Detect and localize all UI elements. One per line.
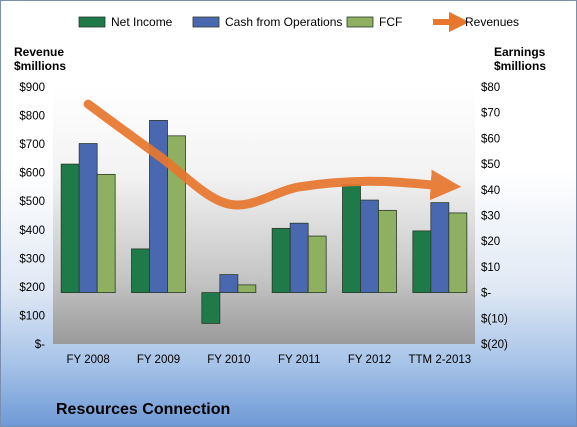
- left-tick-label: $500: [19, 196, 45, 208]
- bar-net-income: [131, 248, 150, 294]
- right-tick-label: $40: [481, 185, 500, 197]
- legend-label-fcf: FCF: [379, 15, 402, 29]
- right-tick-label: $70: [481, 108, 500, 120]
- left-tick-label: $400: [19, 225, 45, 237]
- chart-title: Resources Connection: [56, 401, 230, 418]
- legend-swatch-cash-from-operations: [192, 16, 220, 28]
- right-tick-label: $(20): [481, 339, 508, 351]
- bar-fcf: [307, 235, 327, 293]
- right-axis-title-line2: $millions: [494, 59, 546, 73]
- category-label: FY 2012: [348, 354, 391, 366]
- right-axis-title-line1: Earnings: [494, 45, 546, 59]
- right-tick-label: $20: [481, 236, 500, 248]
- left-tick-label: $300: [19, 253, 45, 265]
- right-tick-label: $50: [481, 159, 500, 171]
- revenues-line: [83, 99, 462, 210]
- category-label: FY 2009: [137, 354, 180, 366]
- right-tick-label: $(10): [481, 313, 508, 325]
- left-tick-label: $600: [19, 168, 45, 180]
- category-label: FY 2010: [207, 354, 250, 366]
- legend-label-net-income: Net Income: [111, 15, 173, 29]
- right-tick-label: $30: [481, 211, 500, 223]
- category-label: FY 2008: [67, 354, 110, 366]
- bar-cash-from-operations: [78, 143, 98, 293]
- category-label: FY 2011: [278, 354, 320, 366]
- bar-fcf: [237, 284, 257, 294]
- right-tick-label: $80: [481, 82, 500, 94]
- legend-swatch-net-income: [78, 16, 106, 28]
- left-tick-label: $900: [19, 82, 45, 94]
- left-axis-title-line2: $millions: [14, 59, 66, 73]
- left-tick-label: $700: [19, 139, 45, 151]
- left-tick-label: $100: [19, 310, 45, 322]
- bar-fcf: [448, 212, 468, 293]
- right-tick-label: $-: [481, 288, 491, 300]
- bar-cash-from-operations: [289, 222, 309, 294]
- right-tick-label: $60: [481, 133, 500, 145]
- legend-label-cash-from-operations: Cash from Operations: [225, 15, 342, 29]
- bar-fcf: [378, 209, 397, 293]
- bar-net-income: [201, 292, 221, 324]
- legend-label-revenues: Revenues: [465, 15, 519, 29]
- bar-cash-from-operations: [219, 274, 239, 293]
- left-tick-label: $800: [19, 111, 45, 123]
- bar-cash-from-operations: [430, 202, 450, 293]
- right-tick-label: $10: [481, 262, 500, 274]
- bar-net-income: [342, 184, 361, 294]
- bar-cash-from-operations: [360, 199, 379, 293]
- bar-net-income: [271, 227, 291, 294]
- left-tick-label: $-: [35, 339, 45, 351]
- category-label: TTM 2-2013: [409, 354, 472, 366]
- bar-net-income: [60, 163, 80, 294]
- legend-swatch-fcf: [346, 16, 374, 28]
- bar-net-income: [412, 230, 432, 293]
- left-axis-title-line1: Revenue: [14, 45, 64, 59]
- left-tick-label: $200: [19, 282, 45, 294]
- bar-fcf: [96, 173, 116, 294]
